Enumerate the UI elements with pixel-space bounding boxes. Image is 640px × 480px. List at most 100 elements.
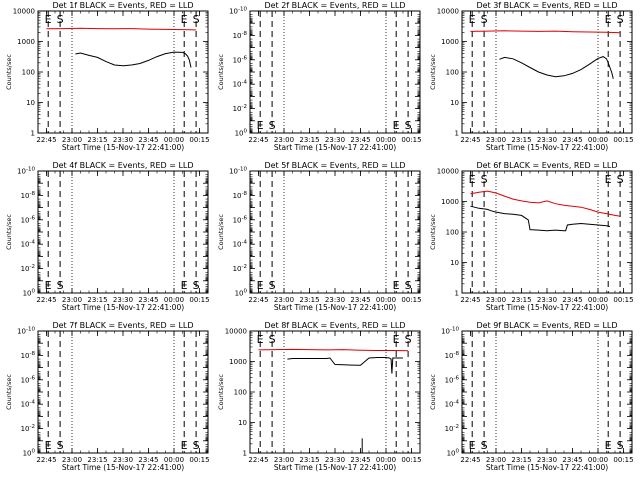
x-tick-label: 22:45 — [248, 456, 268, 464]
marker-label: E — [257, 279, 264, 292]
x-tick-label: 00:00 — [376, 456, 396, 464]
x-tick-label: 23:30 — [537, 456, 557, 464]
y-tick-label: 10-10 — [441, 327, 459, 336]
x-tick-label: 23:45 — [138, 296, 158, 304]
plot-title: Det 8f BLACK = Events, RED = LLD — [264, 321, 405, 330]
marker-label: E — [257, 119, 264, 132]
x-tick-label: 23:30 — [113, 456, 133, 464]
y-tick-label: 10-4 — [233, 80, 248, 89]
plot-frame — [461, 170, 633, 294]
y-tick-label: 10-4 — [21, 400, 36, 409]
x-tick-label: 00:00 — [164, 136, 184, 144]
marker-label: S — [269, 279, 276, 292]
y-axis-title: Counts/sec — [217, 214, 225, 250]
y-tick-label: 10-8 — [21, 191, 36, 200]
lld-series-line — [470, 190, 621, 217]
y-tick-label: 10-4 — [233, 240, 248, 249]
y-tick-label: 1 — [455, 290, 459, 298]
y-tick-label: 10-8 — [21, 351, 36, 360]
x-tick-label: 23:30 — [325, 456, 345, 464]
x-tick-label: 23:30 — [537, 296, 557, 304]
marker-label: E — [605, 13, 612, 26]
x-axis-title: Start Time (15-Nov-17 22:41:00) — [274, 143, 396, 152]
plot-frame — [37, 170, 209, 294]
y-tick-label: 100 — [235, 289, 248, 298]
marker-label: E — [257, 333, 264, 346]
x-tick-label: 22:45 — [460, 136, 480, 144]
x-tick-label: 23:15 — [299, 456, 319, 464]
plot-title: Det 7f BLACK = Events, RED = LLD — [52, 321, 193, 330]
marker-label: S — [405, 333, 412, 346]
marker-label: S — [405, 119, 412, 132]
plot-title: Det 9f BLACK = Events, RED = LLD — [476, 321, 617, 330]
marker-label: E — [181, 279, 188, 292]
x-tick-label: 23:15 — [299, 136, 319, 144]
x-tick-label: 23:45 — [350, 456, 370, 464]
events-series-line — [75, 51, 192, 68]
y-axis-title: Counts/sec — [5, 214, 13, 250]
y-tick-label: 10-4 — [445, 400, 460, 409]
x-tick-label: 22:45 — [460, 296, 480, 304]
y-tick-label: 100 — [446, 69, 459, 77]
y-tick-label: 10 — [238, 419, 247, 427]
events-series-line — [470, 205, 611, 232]
x-tick-label: 00:15 — [189, 456, 209, 464]
x-tick-label: 23:45 — [138, 136, 158, 144]
plot-title: Det 2f BLACK = Events, RED = LLD — [264, 1, 405, 10]
y-tick-label: 1 — [243, 450, 247, 458]
x-tick-label: 23:15 — [87, 136, 107, 144]
x-tick-label: 00:15 — [613, 296, 633, 304]
x-tick-label: 23:45 — [562, 456, 582, 464]
y-tick-label: 1000 — [441, 198, 459, 206]
y-tick-label: 100 — [235, 129, 248, 138]
y-tick-label: 1 — [31, 130, 35, 138]
marker-label: E — [45, 279, 52, 292]
x-tick-label: 23:45 — [138, 456, 158, 464]
y-axis-title: Counts/sec — [217, 54, 225, 90]
y-tick-label: 10 — [450, 99, 459, 107]
y-tick-label: 1 — [455, 130, 459, 138]
y-tick-label: 100 — [447, 449, 460, 458]
x-tick-label: 23:30 — [113, 296, 133, 304]
lld-series-line — [46, 27, 197, 31]
x-tick-label: 00:00 — [164, 296, 184, 304]
x-tick-label: 23:45 — [562, 296, 582, 304]
marker-label: E — [605, 173, 612, 186]
x-tick-label: 00:00 — [376, 136, 396, 144]
x-tick-label: 22:45 — [460, 456, 480, 464]
plot-frame — [461, 10, 633, 134]
x-axis-title: Start Time (15-Nov-17 22:41:00) — [62, 463, 184, 472]
y-axis-title: Counts/sec — [429, 374, 437, 410]
x-tick-label: 00:00 — [588, 296, 608, 304]
plot-frame — [461, 330, 633, 454]
x-tick-label: 22:45 — [36, 456, 56, 464]
x-tick-label: 23:00 — [62, 456, 82, 464]
x-axis-title: Start Time (15-Nov-17 22:41:00) — [486, 303, 608, 312]
x-tick-label: 23:00 — [274, 296, 294, 304]
y-tick-label: 10-6 — [445, 375, 460, 384]
marker-label: S — [617, 439, 624, 452]
y-tick-label: 10-8 — [445, 351, 460, 360]
y-tick-label: 10-6 — [233, 215, 248, 224]
plot-title: Det 4f BLACK = Events, RED = LLD — [52, 161, 193, 170]
marker-label: S — [269, 333, 276, 346]
plot-title: Det 5f BLACK = Events, RED = LLD — [264, 161, 405, 170]
lld-series-line — [470, 30, 621, 34]
x-tick-label: 23:30 — [113, 136, 133, 144]
marker-label: S — [193, 13, 200, 26]
y-tick-label: 10-2 — [233, 104, 247, 113]
y-tick-label: 10-2 — [21, 424, 35, 433]
y-tick-label: 10-2 — [233, 264, 247, 273]
plot-title: Det 6f BLACK = Events, RED = LLD — [476, 161, 617, 170]
marker-label: S — [57, 13, 64, 26]
x-tick-label: 23:15 — [511, 456, 531, 464]
marker-label: E — [393, 333, 400, 346]
marker-label: S — [193, 439, 200, 452]
y-tick-label: 1000 — [17, 38, 35, 46]
